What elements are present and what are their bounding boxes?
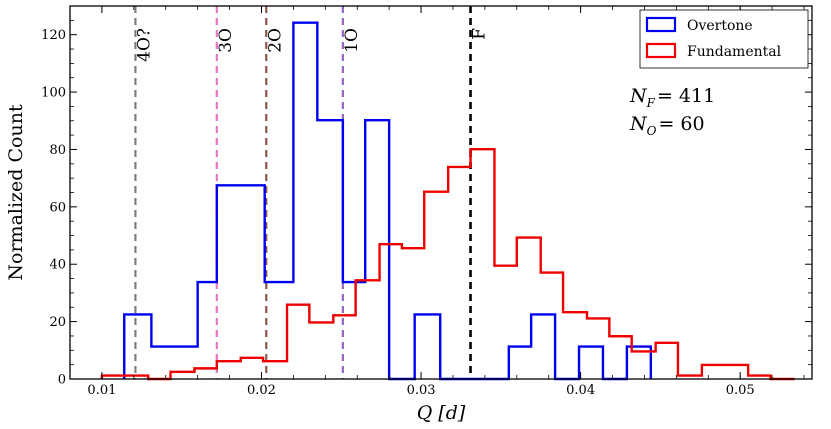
legend-label-1: Fundamental <box>687 44 782 60</box>
y-tick-label-4: 80 <box>49 143 66 158</box>
bar-fundamental-17 <box>517 238 541 379</box>
legend-swatch-0 <box>645 16 677 33</box>
bar-overtone-2 <box>198 282 217 379</box>
x-tick-label-1: 0.02 <box>247 383 276 398</box>
count-annotations: NF = 411 NO = 60 <box>629 85 715 138</box>
x-tick-label-4: 0.05 <box>726 383 755 398</box>
bar-overtone-3 <box>217 185 265 379</box>
x-axis-title: Q [d] <box>417 402 466 424</box>
legend: Overtone Fundamental <box>639 9 809 69</box>
bar-fundamental-25 <box>702 365 724 379</box>
bar-fundamental-20 <box>587 318 609 379</box>
y-tick-label-5: 100 <box>41 86 66 101</box>
bar-fundamental-7 <box>287 305 309 379</box>
legend-box <box>639 9 809 69</box>
legend-label-0: Overtone <box>687 18 753 34</box>
bar-fundamental-9 <box>333 315 355 379</box>
no-count-annotation: NO = 60 <box>629 113 705 138</box>
bar-fundamental-5 <box>241 358 263 379</box>
reference-lines: 4O? 3O 2O 1O F <box>134 6 490 379</box>
bar-fundamental-14 <box>448 167 470 379</box>
bar-fundamental-22 <box>632 351 656 379</box>
bar-fundamental-19 <box>563 312 587 379</box>
bar-fundamental-8 <box>309 322 333 379</box>
x-tick-label-2: 0.03 <box>407 383 436 398</box>
y-tick-label-0: 0 <box>58 373 66 388</box>
bar-fundamental-6 <box>263 361 287 379</box>
y-tick-label-6: 120 <box>41 28 66 43</box>
y-tick-label-2: 40 <box>49 258 66 273</box>
reference-label-1: 3O <box>216 28 236 53</box>
bar-fundamental-13 <box>424 192 448 379</box>
reference-label-2: 2O <box>265 28 285 53</box>
bar-fundamental-23 <box>656 343 678 379</box>
bar-fundamental-26 <box>724 365 748 379</box>
reference-label-0: 4O? <box>134 28 154 62</box>
legend-swatch-1 <box>645 42 677 59</box>
y-tick-label-3: 60 <box>49 200 66 215</box>
x-tick-label-3: 0.04 <box>566 383 595 398</box>
bar-fundamental-10 <box>356 280 380 379</box>
histogram-bars <box>100 21 795 381</box>
y-axis-title: Normalized Count <box>5 104 27 281</box>
reference-label-3: 1O <box>342 28 362 53</box>
bar-fundamental-15 <box>471 149 495 379</box>
series-outline-1 <box>100 147 795 381</box>
bar-fundamental-18 <box>541 273 563 379</box>
bar-fundamental-11 <box>380 244 402 379</box>
bar-overtone-0 <box>124 314 151 379</box>
y-tick-label-1: 20 <box>49 315 66 330</box>
bar-fundamental-12 <box>402 248 424 379</box>
x-tick-label-0: 0.01 <box>87 383 116 398</box>
bar-fundamental-16 <box>494 266 516 379</box>
reference-label-4: F <box>470 28 490 40</box>
axis-ticks: 0.01 0.02 0.03 0.04 0.05 0 20 40 60 80 100 120 <box>41 5 812 398</box>
bar-fundamental-2 <box>171 372 195 379</box>
nf-count-annotation: NF = 411 <box>629 85 715 110</box>
bar-fundamental-4 <box>217 361 241 379</box>
bar-fundamental-21 <box>609 336 631 379</box>
